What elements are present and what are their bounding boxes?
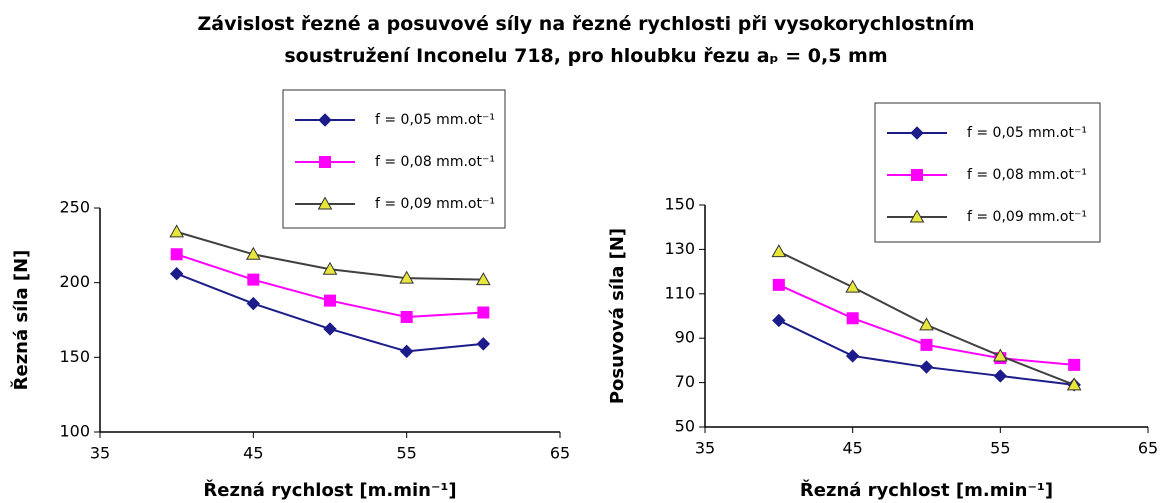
x-tick-label: 45 [842, 439, 862, 458]
marker [772, 313, 786, 328]
marker [993, 369, 1008, 383]
marker [399, 344, 414, 359]
marker [399, 270, 415, 284]
marker [477, 306, 490, 319]
y-tick-label: 150 [59, 347, 90, 366]
legend-label: f = 0,09 mm.ot⁻¹ [375, 196, 495, 212]
marker [319, 156, 331, 168]
y-tick-label: 70 [675, 372, 695, 391]
marker [845, 279, 861, 293]
marker [475, 272, 491, 286]
marker [846, 312, 859, 325]
legend-label: f = 0,09 mm.ot⁻¹ [967, 209, 1087, 225]
marker [318, 113, 332, 127]
x-tick-label: 45 [243, 444, 263, 463]
marker [992, 348, 1008, 362]
marker [323, 322, 337, 336]
legend-label: f = 0,05 mm.ot⁻¹ [967, 125, 1087, 141]
x-axis-label: Řezná rychlost [m.min⁻¹] [800, 479, 1053, 501]
x-tick-label: 35 [695, 439, 715, 458]
y-tick-label: 250 [59, 198, 90, 217]
marker [169, 266, 184, 281]
y-tick-label: 50 [675, 417, 695, 436]
marker [920, 338, 933, 351]
x-tick-label: 65 [1138, 439, 1158, 458]
marker [919, 317, 934, 331]
marker [170, 248, 183, 261]
marker [476, 337, 491, 351]
marker [909, 209, 925, 223]
marker [1068, 358, 1081, 371]
marker [169, 224, 185, 238]
legend-label: f = 0,08 mm.ot⁻¹ [967, 167, 1087, 183]
marker [245, 246, 261, 260]
y-tick-label: 90 [675, 328, 695, 347]
y-tick-label: 110 [664, 283, 695, 302]
marker [910, 126, 924, 140]
legend-label: f = 0,05 mm.ot⁻¹ [375, 112, 495, 128]
x-tick-label: 55 [396, 444, 416, 463]
x-tick-label: 35 [90, 444, 110, 463]
series-line [176, 272, 484, 353]
chart-title: Závislost řezné a posuvové síly na řezné… [197, 13, 975, 67]
y-tick-label: 100 [59, 422, 90, 441]
marker [771, 244, 787, 258]
x-tick-label: 55 [990, 439, 1010, 458]
x-tick-label: 65 [550, 444, 570, 463]
marker [911, 169, 923, 181]
y-axis-label: Řezná síla [N] [10, 250, 32, 391]
y-axis-label: Posuvová síla [N] [607, 228, 628, 404]
marker [1066, 377, 1082, 391]
marker [919, 360, 934, 374]
marker [247, 273, 260, 286]
y-tick-label: 200 [59, 272, 90, 291]
legend-label: f = 0,08 mm.ot⁻¹ [375, 154, 495, 170]
y-tick-label: 130 [664, 239, 695, 258]
marker [324, 294, 336, 307]
marker [317, 196, 333, 210]
y-tick-label: 150 [664, 195, 695, 214]
marker [400, 311, 413, 324]
marker [845, 349, 860, 363]
marker [772, 278, 785, 291]
marker [322, 261, 338, 275]
x-axis-label: Řezná rychlost [m.min⁻¹] [203, 479, 456, 501]
marker [246, 296, 261, 311]
